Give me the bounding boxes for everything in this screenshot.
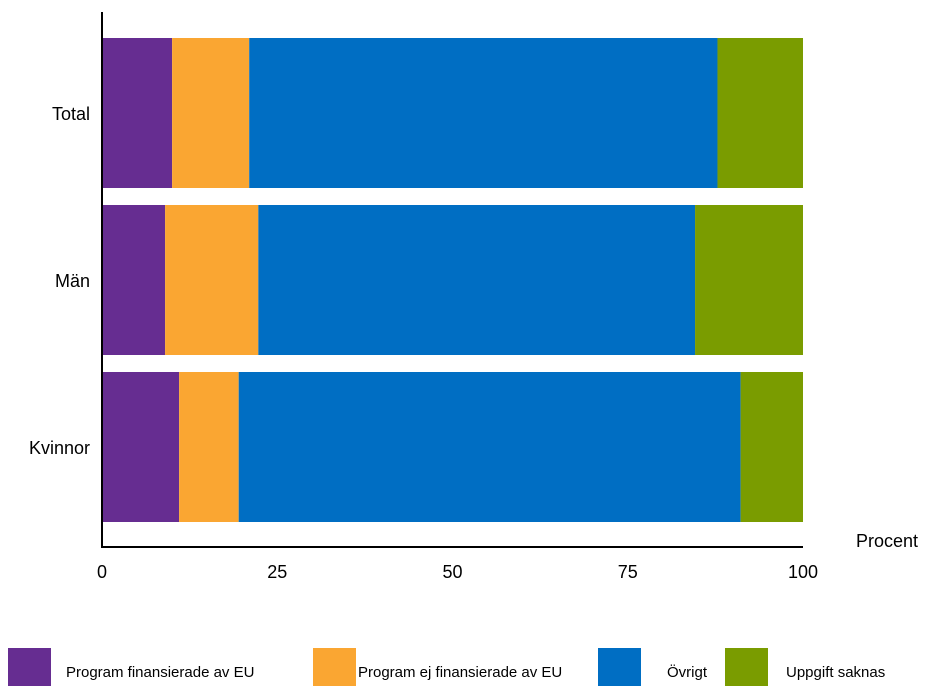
legend-swatch	[8, 648, 51, 686]
x-tick-label: 100	[788, 562, 818, 582]
bar-total-series-0	[102, 38, 173, 188]
bar-total-series-2	[249, 38, 718, 188]
bars-group	[102, 38, 803, 522]
x-axis-unit-label: Procent	[856, 531, 918, 551]
legend-swatch	[313, 648, 356, 686]
bar-total-series-1	[172, 38, 250, 188]
legend-label: Program ej finansierade av EU	[358, 664, 562, 681]
category-label: Kvinnor	[29, 438, 90, 458]
legend-swatch	[725, 648, 768, 686]
bar-män-series-1	[165, 205, 259, 355]
x-tick-label: 50	[442, 562, 462, 582]
legend-label: Övrigt	[667, 663, 708, 681]
bar-män-series-3	[695, 205, 803, 355]
bar-kvinnor-series-1	[179, 372, 239, 522]
bar-total-series-3	[717, 38, 803, 188]
x-tick-label: 0	[97, 562, 107, 582]
bar-kvinnor-series-3	[740, 372, 803, 522]
legend-label: Uppgift saknas	[786, 664, 885, 681]
legend: Program finansierade av EU Program ej fin…	[8, 648, 885, 686]
x-tick-label: 25	[267, 562, 287, 582]
bar-kvinnor-series-2	[238, 372, 741, 522]
bar-män-series-0	[102, 205, 166, 355]
category-label: Män	[55, 271, 90, 291]
x-tick-label: 75	[618, 562, 638, 582]
legend-label: Program finansierade av EU	[66, 664, 254, 681]
bar-kvinnor-series-0	[102, 372, 180, 522]
category-label: Total	[52, 104, 90, 124]
axes-group: Total Män Kvinnor 0 25 50 75 100 Procent	[29, 12, 918, 582]
bar-män-series-2	[258, 205, 696, 355]
legend-swatch	[598, 648, 641, 686]
